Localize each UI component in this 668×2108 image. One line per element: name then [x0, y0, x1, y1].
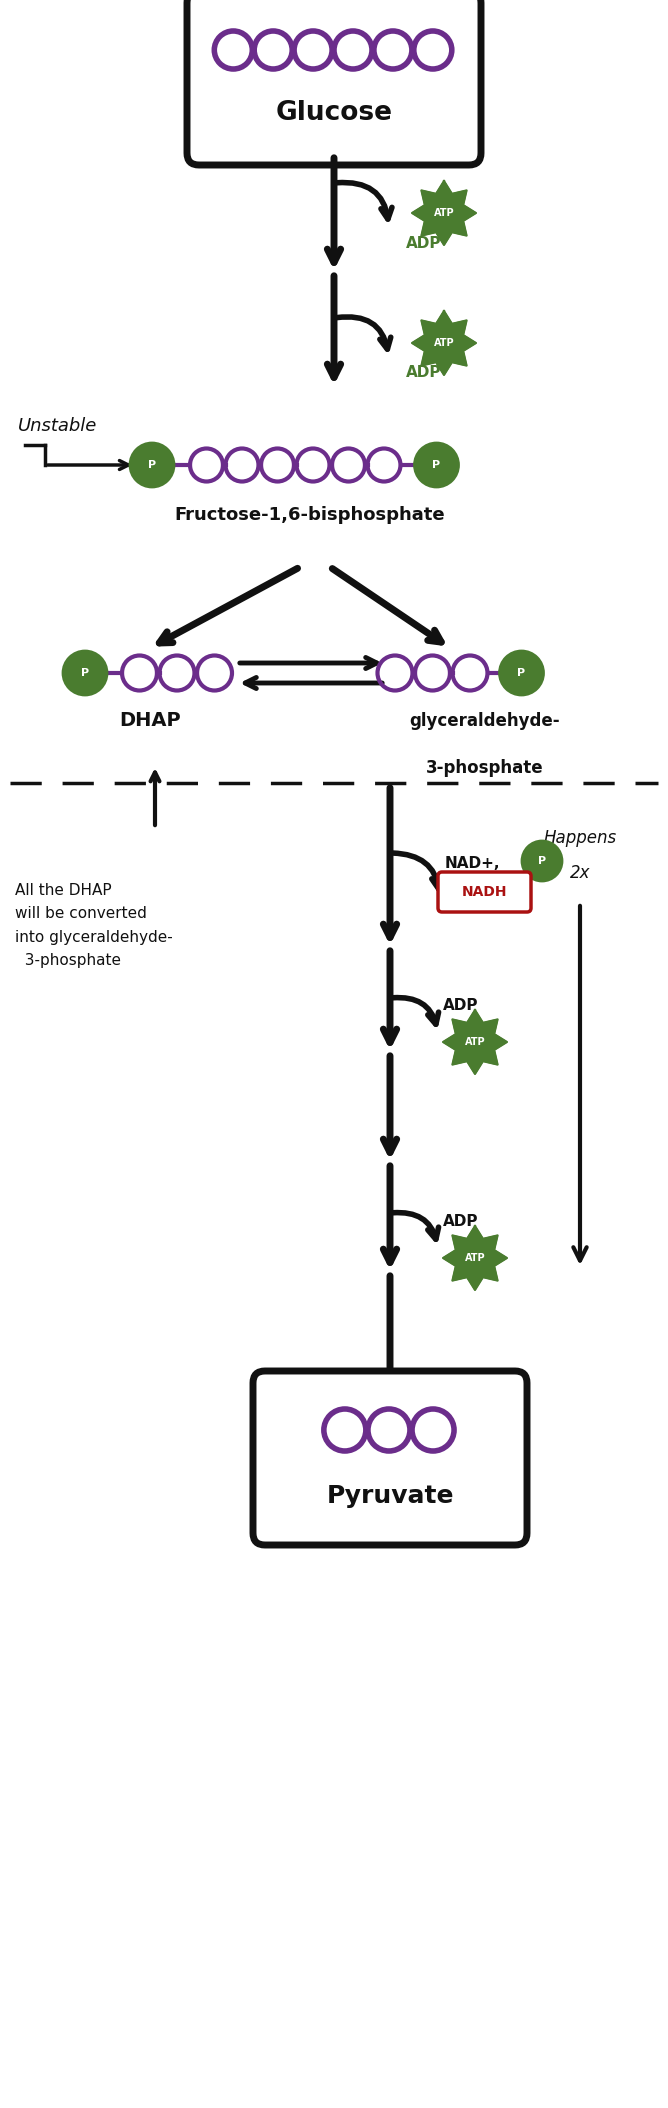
Circle shape — [415, 443, 458, 487]
FancyBboxPatch shape — [253, 1370, 527, 1545]
Text: ADP: ADP — [406, 236, 442, 251]
Text: Happens: Happens — [544, 828, 617, 847]
Text: Glucose: Glucose — [275, 99, 393, 126]
Text: ADP: ADP — [406, 365, 442, 382]
Text: ADP: ADP — [443, 999, 478, 1014]
Polygon shape — [412, 181, 476, 245]
Text: glyceraldehyde-: glyceraldehyde- — [409, 713, 560, 729]
Text: P: P — [518, 668, 526, 679]
Text: All the DHAP
will be converted
into glyceraldehyde-
  3-phosphate: All the DHAP will be converted into glyc… — [15, 883, 173, 968]
Text: ATP: ATP — [465, 1037, 486, 1048]
Circle shape — [500, 651, 544, 696]
Text: P: P — [148, 460, 156, 470]
Text: ATP: ATP — [434, 209, 454, 217]
Circle shape — [522, 841, 562, 881]
FancyBboxPatch shape — [187, 0, 481, 164]
Text: DHAP: DHAP — [119, 713, 181, 731]
Text: ATP: ATP — [434, 337, 454, 348]
FancyBboxPatch shape — [438, 873, 531, 913]
Text: P: P — [538, 856, 546, 866]
Circle shape — [130, 443, 174, 487]
Text: ADP: ADP — [443, 1214, 478, 1229]
Text: NAD+,: NAD+, — [445, 856, 500, 871]
Text: ATP: ATP — [465, 1252, 486, 1263]
Text: P: P — [81, 668, 89, 679]
Text: 2x: 2x — [570, 864, 591, 881]
Text: Pyruvate: Pyruvate — [326, 1484, 454, 1507]
Polygon shape — [412, 312, 476, 375]
Text: 3-phosphate: 3-phosphate — [426, 759, 544, 778]
Circle shape — [63, 651, 107, 696]
Text: P: P — [432, 460, 441, 470]
Polygon shape — [443, 1010, 507, 1073]
Text: NADH: NADH — [462, 885, 507, 898]
Polygon shape — [443, 1227, 507, 1290]
Text: Unstable: Unstable — [18, 417, 98, 434]
Text: Fructose-1,6-bisphosphate: Fructose-1,6-bisphosphate — [175, 506, 446, 525]
